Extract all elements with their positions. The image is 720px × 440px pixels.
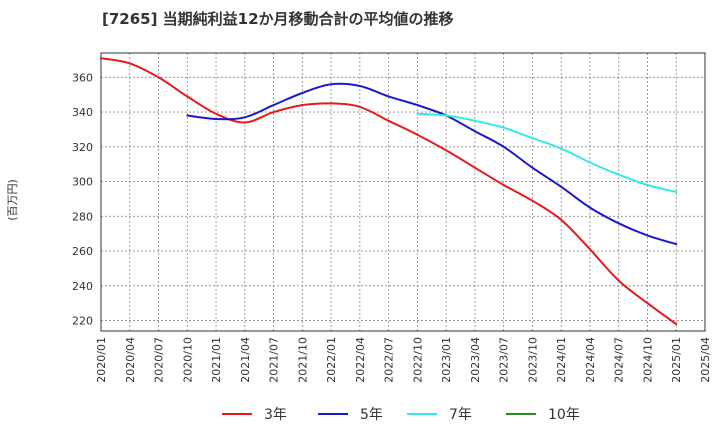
x-tick-label: 2022/07: [383, 337, 396, 383]
x-tick-label: 2020/10: [181, 337, 194, 383]
x-tick-label: 2025/01: [670, 337, 683, 383]
y-axis-label: (百万円): [6, 179, 19, 221]
x-tick-label: 2021/04: [239, 337, 252, 383]
plot-frame: [100, 52, 706, 332]
grid-layer: [100, 53, 706, 331]
x-tick-label: 2020/07: [153, 337, 166, 383]
y-tick-label: 260: [72, 245, 93, 258]
y-tick-label: 340: [72, 106, 93, 119]
series-layer: [100, 57, 678, 326]
x-tick-label: 2024/04: [584, 337, 597, 383]
series-line-3年: [100, 57, 678, 326]
x-tick-label: 2024/01: [555, 337, 568, 383]
series-line-7年: [416, 112, 678, 193]
legend-label-7年: 7年: [449, 407, 472, 423]
x-tick-label: 2025/04: [699, 337, 712, 383]
legend-label-5年: 5年: [360, 407, 383, 423]
x-tick-label: 2021/01: [210, 337, 223, 383]
x-tick-label: 2024/07: [613, 337, 626, 383]
x-tick-label: 2020/04: [124, 337, 137, 383]
legend-layer: 3年 5年 7年 10年: [222, 407, 580, 423]
label-layer: 220 240 260 280 300 320 340 360 2020/01 2020/04 20…: [6, 71, 712, 382]
x-tick-label: 2022/04: [354, 337, 367, 383]
x-tick-label: 2021/07: [268, 337, 281, 383]
y-tick-label: 360: [72, 71, 93, 84]
x-tick-label: 2023/10: [526, 337, 539, 383]
legend-label-3年: 3年: [264, 407, 287, 423]
x-tick-label: 2021/10: [296, 337, 309, 383]
y-tick-label: 240: [72, 280, 93, 293]
x-tick-label: 2023/07: [498, 337, 511, 383]
y-tick-label: 300: [72, 176, 93, 189]
series-line-5年: [186, 82, 678, 246]
x-tick-label: 2020/01: [95, 337, 108, 383]
y-tick-label: 220: [72, 315, 93, 328]
x-tick-label: 2022/01: [325, 337, 338, 383]
axis-layer: [100, 52, 706, 332]
chart-title: [7265] 当期純利益12か月移動合計の平均値の推移: [102, 10, 454, 28]
y-tick-label: 280: [72, 210, 93, 223]
x-tick-label: 2022/10: [411, 337, 424, 383]
x-tick-label: 2023/04: [469, 337, 482, 383]
x-tick-label: 2024/10: [641, 337, 654, 383]
legend-label-10年: 10年: [548, 407, 580, 423]
x-tick-label: 2023/01: [440, 337, 453, 383]
y-tick-label: 320: [72, 141, 93, 154]
